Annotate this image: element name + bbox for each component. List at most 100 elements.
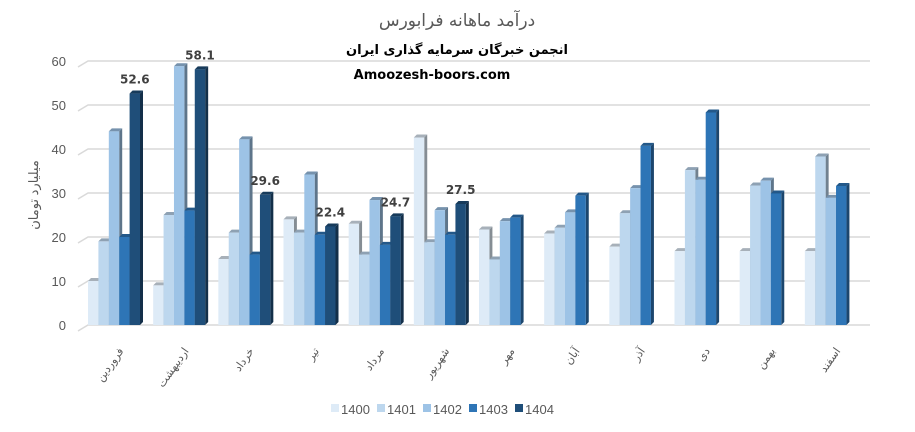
bar-face [630,188,641,325]
bar-top [760,177,774,181]
bar-top [544,230,558,234]
bar-face [499,221,511,325]
y-tick-label: 0 [59,318,66,333]
bar-face [564,212,576,325]
x-tick-label: اردیبهشت [155,345,192,390]
bar-face [489,259,500,325]
bar-top [153,282,167,286]
bar-top [163,212,177,215]
bar-face [119,237,130,325]
legend-label: 1404 [525,402,554,417]
legend-swatch [515,404,523,412]
x-tick-label: دی [695,345,713,364]
bar-side [270,191,274,325]
chart-title: درآمد ماهانه فرابورس [379,9,535,31]
bar-face [88,281,99,325]
watermark-text: Amoozesh-boors.com [354,68,511,83]
bar-face [684,170,696,325]
bar-side [781,190,785,325]
bar-top [434,207,449,211]
bar-side [400,213,404,325]
x-tick-label: بهمن [754,345,778,371]
bar-face [173,66,185,325]
bar-face [479,229,490,325]
bar-face [249,254,260,325]
y-tick-label: 60 [52,54,66,69]
data-label: 58.1 [185,48,215,62]
bar-top [173,63,188,67]
bar-top [359,251,373,255]
bar-face [609,246,620,325]
bar-face [153,285,164,325]
bar-top [739,248,754,252]
bar-top [98,238,112,242]
x-tick-label: شهریور [421,345,452,381]
bar-side [585,192,589,325]
bar-face [804,251,816,325]
bar-top [684,167,699,171]
x-tick-label: فروردین [94,345,127,384]
bar-top [184,207,198,211]
bar-side [846,182,850,325]
data-label: 24.7 [381,195,411,209]
bar-face [348,223,360,325]
bar-top [314,231,329,235]
bar-top [325,223,339,227]
bar-1403-9 [705,109,720,325]
bar-top [770,190,785,194]
bar-face [836,185,847,325]
bar-top [825,194,840,198]
bar-face [293,232,305,325]
bar-1403-6 [510,214,524,325]
bar-face [218,259,229,325]
legend-label: 1400 [341,402,370,417]
bar-top [108,128,123,132]
bar-top [815,153,829,157]
bar-face [434,210,446,325]
bar-face [304,174,315,325]
bar-1403-8 [640,142,654,325]
bar-face [424,242,435,325]
bar-top [575,192,589,196]
y-tick-label: 20 [52,230,66,245]
x-tick-label: خرداد [231,345,256,374]
bar-top [249,251,263,255]
x-tick-label: مرداد [362,345,387,373]
bar-top [293,229,308,233]
bar-face [359,254,370,325]
gridline [77,324,870,332]
legend-swatch [423,404,431,412]
bar-1403-7 [575,192,589,325]
bar-top [674,248,688,252]
bar-face [194,69,206,325]
y-tick-label: 40 [52,142,66,157]
bar-face [554,227,565,325]
bar-top [695,176,709,180]
bar-face [750,185,761,325]
bar-top [455,201,469,204]
legend-item-1401: 1401 [377,402,416,417]
y-tick-label: 10 [52,274,66,289]
bar-1404-3 [325,223,339,325]
legend-label: 1401 [387,402,416,417]
gridline [77,236,870,244]
bar-face [108,131,120,325]
bar-top [379,241,394,245]
bar-face [98,241,109,325]
legend-label: 1403 [479,402,508,417]
bar-side [520,214,524,325]
bar-face [314,234,326,325]
bar-1404-5 [455,201,469,325]
bar-face [674,251,685,325]
bar-top [239,136,253,140]
bar-1403-10 [770,190,785,325]
bar-side [465,201,469,325]
bar-face [619,213,631,325]
bar-face [239,139,250,325]
x-tick-label: آذر [628,344,648,364]
legend-swatch [469,404,477,412]
y-axis-label: میلیارد تومان [26,160,42,230]
x-tick-label: تیر [304,345,322,363]
bar-1404-4 [390,213,404,325]
bar-top [283,216,297,220]
